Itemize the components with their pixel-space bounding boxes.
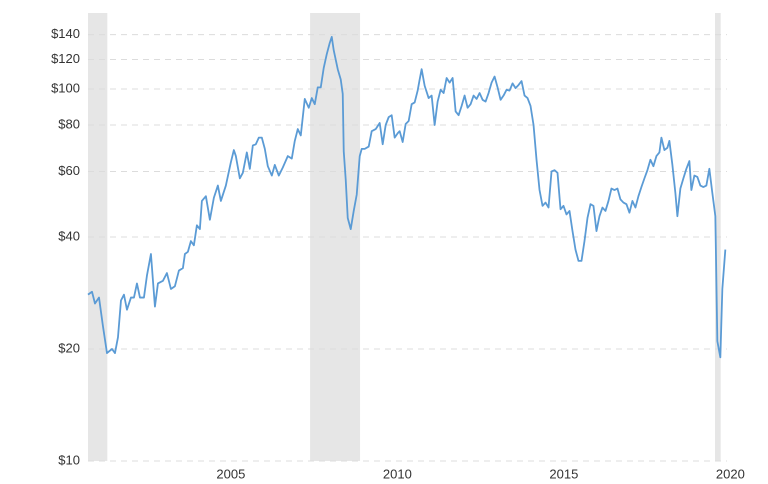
- line-layer: [87, 36, 727, 359]
- x-tick-label: 2005: [216, 466, 245, 481]
- x-tick-label: 2015: [549, 466, 578, 481]
- y-tick-label: $140: [51, 26, 80, 41]
- grid-layer: [88, 34, 727, 462]
- price-line: [87, 36, 727, 359]
- y-tick-label: $120: [51, 51, 80, 66]
- x-tick-label: 2010: [383, 466, 412, 481]
- y-tick-label: $80: [58, 116, 80, 131]
- y-tick-label: $40: [58, 228, 80, 243]
- y-tick-label: $20: [58, 340, 80, 355]
- label-layer: $10 $20 $40 $60 $80 $100 $120 $140 2005 2010 2015 2…: [51, 26, 745, 481]
- shade-layer: [88, 13, 721, 461]
- y-tick-label: $100: [51, 80, 80, 95]
- x-tick-label: 2020: [716, 466, 745, 481]
- y-tick-label: $10: [58, 452, 80, 467]
- y-tick-label: $60: [58, 163, 80, 178]
